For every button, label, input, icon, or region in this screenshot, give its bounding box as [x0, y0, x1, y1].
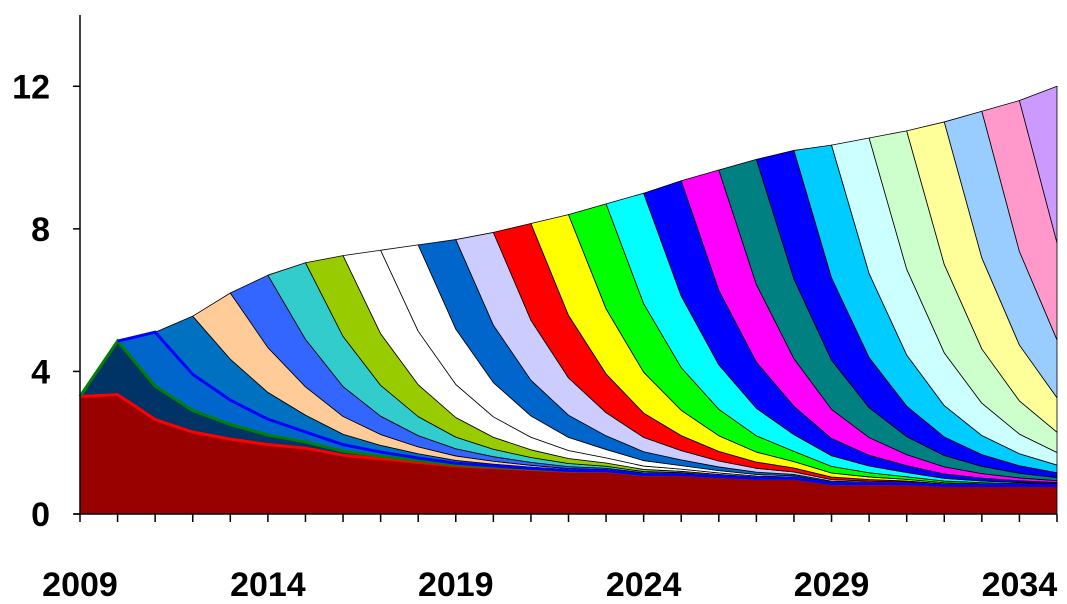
y-tick-label: 4 — [31, 353, 50, 391]
x-tick-label: 2019 — [418, 566, 494, 604]
boundary-line-2 — [117, 330, 1057, 487]
tick-labels: 2009 2014 2019 2024 2029 2034 0 4 8 12 — [12, 68, 1057, 604]
y-tick-label: 12 — [12, 68, 50, 106]
area-layer-25 — [981, 100, 1058, 341]
y-tick-label: 0 — [31, 496, 50, 534]
y-tick-label: 8 — [31, 211, 50, 249]
x-tick-label: 2024 — [606, 566, 682, 604]
axes — [74, 15, 1057, 515]
x-tick-label: 2034 — [982, 566, 1058, 604]
area-layer-26 — [1019, 85, 1058, 244]
x-tick-label: 2014 — [230, 566, 306, 604]
x-tick-label: 2029 — [794, 566, 870, 604]
plot-area — [78, 85, 1058, 515]
x-tick-label: 2009 — [42, 566, 118, 604]
tick-marks — [73, 85, 1058, 522]
